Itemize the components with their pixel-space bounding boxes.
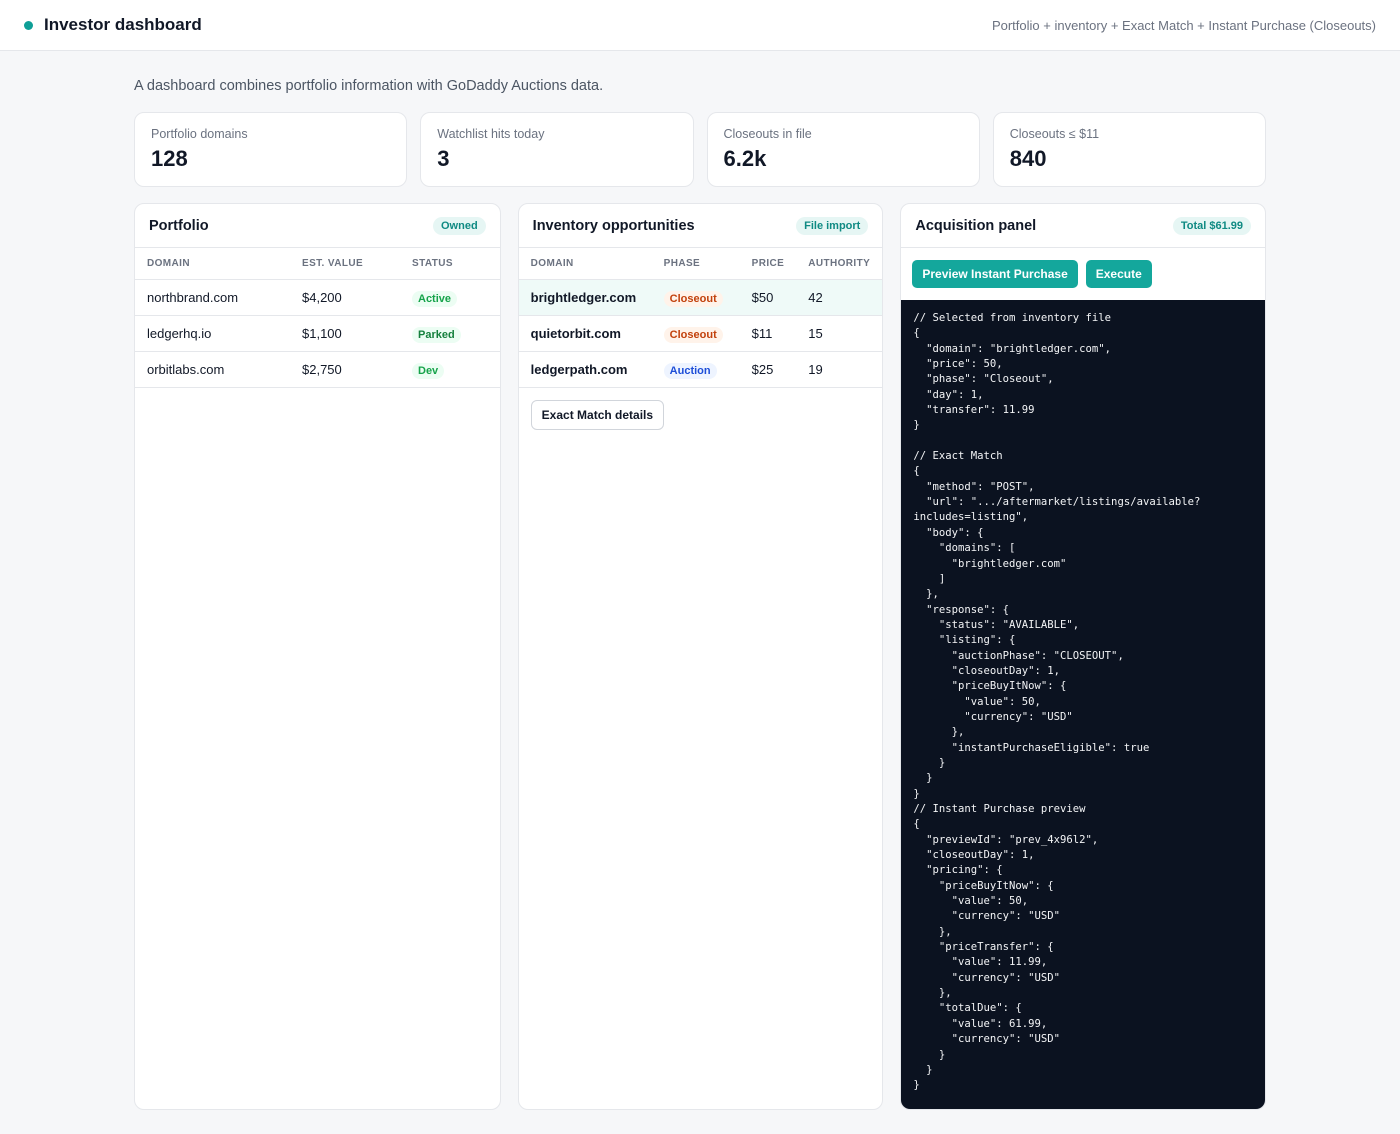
domain-cell: quietorbit.com xyxy=(518,315,652,352)
stat-label: Closeouts in file xyxy=(723,127,812,141)
phase-cell: Auction xyxy=(651,351,740,388)
inventory-panel: Inventory opportunities File import DOMA… xyxy=(517,203,884,1110)
price-cell: $11 xyxy=(739,315,797,352)
domain-cell: ledgerhq.io xyxy=(135,315,290,352)
domain-cell: orbitlabs.com xyxy=(135,351,290,388)
domain-cell: brightledger.com xyxy=(518,279,652,316)
acquisition-actions: Preview Instant Purchase Execute xyxy=(901,248,1265,300)
stats-row: Portfolio domains 128 Watchlist hits tod… xyxy=(134,112,1266,187)
status-cell: Active xyxy=(400,279,500,316)
authority-cell: 15 xyxy=(796,315,883,352)
portfolio-panel: Portfolio Owned DOMAIN EST. VALUE STATUS… xyxy=(134,203,501,1110)
execute-button[interactable]: Execute xyxy=(1085,260,1152,288)
panel-title: Acquisition panel xyxy=(915,217,1037,234)
file-import-badge: File import xyxy=(796,216,869,235)
column-header-authority[interactable]: AUTHORITY xyxy=(796,248,883,280)
stat-card-closeouts-in-file: Closeouts in file 6.2k xyxy=(706,112,980,187)
status-badge: Dev xyxy=(412,362,445,379)
table-row[interactable]: ledgerpath.com Auction $25 19 xyxy=(518,351,883,388)
exact-match-details-button[interactable]: Exact Match details xyxy=(530,399,665,430)
intro-text: A dashboard combines portfolio informati… xyxy=(134,78,604,94)
phase-badge: Auction xyxy=(663,362,717,379)
column-header-domain[interactable]: DOMAIN xyxy=(518,248,652,280)
acquisition-panel: Acquisition panel Total $61.99 Preview I… xyxy=(900,203,1267,1110)
inventory-actions: Exact Match details xyxy=(519,388,883,430)
table-header-row: DOMAIN PHASE PRICE AUTHORITY xyxy=(518,248,883,280)
stat-label: Closeouts ≤ $11 xyxy=(1009,127,1100,141)
column-header-est-value[interactable]: EST. VALUE xyxy=(290,248,400,280)
stat-value: 3 xyxy=(437,146,450,171)
status-dot-icon xyxy=(24,20,33,30)
panels-row: Portfolio Owned DOMAIN EST. VALUE STATUS… xyxy=(134,203,1267,1110)
stat-value: 6.2k xyxy=(723,146,767,171)
preview-instant-purchase-button[interactable]: Preview Instant Purchase xyxy=(912,260,1078,288)
status-badge: Active xyxy=(412,290,458,307)
value-cell: $4,200 xyxy=(290,279,400,316)
stat-value: 840 xyxy=(1009,146,1047,171)
table-row[interactable]: orbitlabs.com $2,750 Dev xyxy=(135,351,500,388)
stat-label: Watchlist hits today xyxy=(437,127,545,141)
status-cell: Dev xyxy=(400,351,500,388)
table-row-selected[interactable]: brightledger.com Closeout $50 42 xyxy=(518,279,883,316)
table-row[interactable]: northbrand.com $4,200 Active xyxy=(135,279,500,316)
portfolio-table: DOMAIN EST. VALUE STATUS northbrand.com … xyxy=(135,248,500,388)
panel-header: Inventory opportunities File import xyxy=(518,204,883,248)
panel-header: Portfolio Owned xyxy=(135,204,500,248)
page-title: Investor dashboard xyxy=(44,15,202,34)
owned-badge: Owned xyxy=(433,216,486,235)
phase-cell: Closeout xyxy=(651,279,740,316)
status-badge: Parked xyxy=(412,326,461,343)
inventory-table: DOMAIN PHASE PRICE AUTHORITY brightledge… xyxy=(518,248,883,388)
phase-badge: Closeout xyxy=(663,290,723,307)
table-header-row: DOMAIN EST. VALUE STATUS xyxy=(135,248,500,280)
column-header-domain[interactable]: DOMAIN xyxy=(135,248,290,280)
column-header-status[interactable]: STATUS xyxy=(400,248,500,280)
status-cell: Parked xyxy=(400,315,500,352)
domain-cell: northbrand.com xyxy=(135,279,290,316)
stat-card-watchlist-hits: Watchlist hits today 3 xyxy=(420,112,694,187)
top-bar: Investor dashboard Portfolio + inventory… xyxy=(0,0,1400,51)
table-row[interactable]: ledgerhq.io $1,100 Parked xyxy=(135,315,500,352)
brand: Investor dashboard xyxy=(24,15,202,35)
column-header-price[interactable]: PRICE xyxy=(739,248,797,280)
price-cell: $50 xyxy=(739,279,797,316)
json-code-viewer[interactable]: // Selected from inventory file { "domai… xyxy=(901,300,1266,1109)
column-header-phase[interactable]: PHASE xyxy=(651,248,740,280)
authority-cell: 42 xyxy=(796,279,883,316)
main-content: A dashboard combines portfolio informati… xyxy=(0,51,1400,1110)
stat-label: Portfolio domains xyxy=(151,127,248,141)
stat-card-portfolio-domains: Portfolio domains 128 xyxy=(134,112,408,187)
price-cell: $25 xyxy=(739,351,797,388)
stat-card-closeouts-under-11: Closeouts ≤ $11 840 xyxy=(992,112,1266,187)
stat-value: 128 xyxy=(151,146,188,171)
phase-badge: Closeout xyxy=(663,326,723,343)
total-badge: Total $61.99 xyxy=(1172,216,1252,235)
header-subtitle: Portfolio + inventory + Exact Match + In… xyxy=(991,17,1376,33)
phase-cell: Closeout xyxy=(651,315,740,352)
table-row[interactable]: quietorbit.com Closeout $11 15 xyxy=(518,315,883,352)
panel-title: Portfolio xyxy=(149,217,209,234)
authority-cell: 19 xyxy=(796,351,883,388)
value-cell: $2,750 xyxy=(290,351,400,388)
domain-cell: ledgerpath.com xyxy=(518,351,652,388)
value-cell: $1,100 xyxy=(290,315,400,352)
panel-header: Acquisition panel Total $61.99 xyxy=(901,204,1266,248)
panel-title: Inventory opportunities xyxy=(532,217,695,234)
